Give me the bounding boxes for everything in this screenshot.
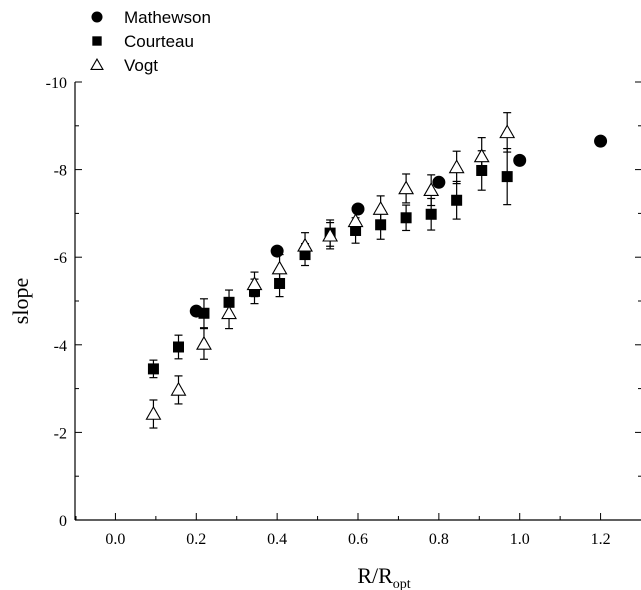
- y-tick-label: -6: [54, 250, 67, 267]
- legend-mathewson-label: Mathewson: [124, 8, 211, 27]
- ticks: 0.0 0.2 0.4 0.6 0.8 1.0 1.2 0 -2 -4 -6 -8 -10: [46, 75, 641, 548]
- courteau-point: [375, 219, 387, 231]
- y-tick-label: -4: [54, 338, 67, 355]
- y-tick-label: 0: [59, 513, 67, 530]
- courteau-point: [451, 194, 463, 206]
- courteau-point: [147, 363, 159, 375]
- x-tick-label: 0.4: [267, 531, 287, 548]
- mathewson-point: [513, 153, 527, 167]
- courteau-point: [400, 212, 412, 224]
- legend-vogt-label: Vogt: [124, 56, 158, 75]
- mathewson-point: [270, 244, 284, 258]
- legend-courteau-marker: [92, 36, 102, 46]
- y-axis-title: slope: [8, 278, 33, 324]
- axes: [74, 82, 641, 521]
- x-tick-label: 1.2: [591, 531, 611, 548]
- x-tick-label: 0.0: [105, 531, 125, 548]
- vogt-point: [448, 159, 465, 174]
- data-marks: [145, 124, 608, 420]
- courteau-point: [223, 296, 235, 308]
- courteau-point: [299, 249, 311, 261]
- vogt-point: [271, 260, 288, 275]
- mathewson-point: [432, 175, 446, 189]
- vogt-point: [221, 305, 237, 320]
- vogt-point: [398, 180, 415, 195]
- vogt-point: [145, 405, 162, 420]
- x-axis-title-subscript: opt: [393, 577, 411, 590]
- courteau-point: [350, 224, 362, 236]
- legend-mathewson-marker: [91, 11, 103, 23]
- legend-vogt-marker: [90, 57, 104, 71]
- x-tick-label: 0.2: [186, 531, 206, 548]
- courteau-point: [476, 164, 488, 176]
- x-axis-title: R/Ropt: [357, 563, 410, 590]
- y-tick-label: -2: [54, 425, 67, 442]
- courteau-point: [501, 171, 513, 183]
- x-tick-label: 1.0: [510, 531, 530, 548]
- x-axis-title-main: R/R: [357, 563, 393, 588]
- vogt-point: [170, 381, 187, 396]
- vogt-point: [372, 200, 389, 215]
- vogt-point: [322, 227, 339, 242]
- x-tick-label: 0.6: [348, 531, 368, 548]
- vogt-point: [347, 213, 364, 228]
- y-tick-label: -8: [54, 163, 67, 180]
- vogt-point: [499, 124, 516, 139]
- legend: Mathewson Courteau Vogt: [90, 8, 211, 75]
- x-tick-label: 0.8: [429, 531, 449, 548]
- mathewson-point: [351, 202, 365, 216]
- vogt-point: [246, 276, 263, 291]
- courteau-point: [198, 307, 210, 319]
- courteau-point: [249, 285, 261, 297]
- courteau-point: [274, 277, 286, 289]
- vogt-point: [297, 237, 313, 252]
- legend-courteau-label: Courteau: [124, 32, 194, 51]
- vogt-point: [196, 335, 212, 350]
- vogt-point: [473, 148, 490, 163]
- courteau-point: [172, 341, 184, 353]
- courteau-point: [425, 208, 437, 220]
- y-tick-label: -10: [46, 75, 67, 92]
- mathewson-point: [594, 134, 608, 148]
- vogt-point: [423, 182, 440, 196]
